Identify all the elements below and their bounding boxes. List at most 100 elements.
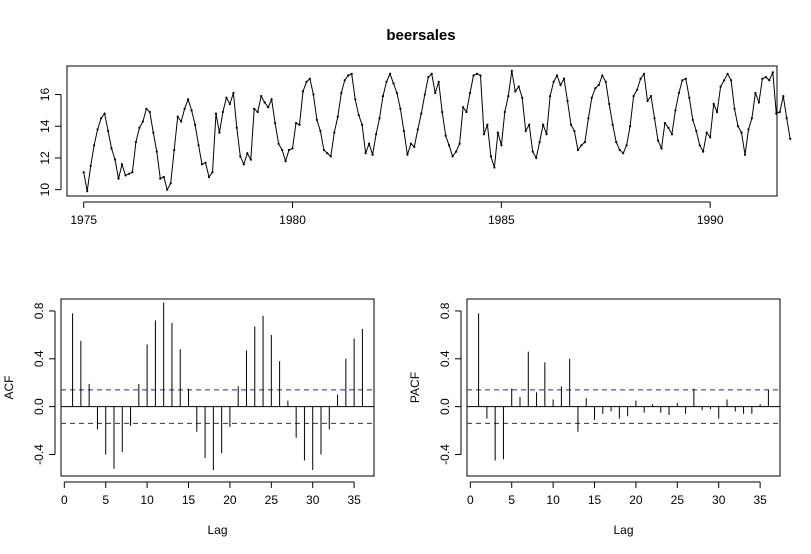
ts-title: beersales [386,27,455,44]
ts-data-point [615,141,618,144]
ts-data-point [465,110,468,114]
ts-data-point [632,95,635,98]
ts-data-point [789,137,792,140]
ts-data-point [500,144,503,147]
ts-data-point [705,131,708,134]
ts-data-point [336,115,339,118]
ts-data-point [618,148,621,152]
ts-data-point [587,117,590,120]
acf-x-tick-label: 25 [265,493,279,507]
ts-data-point [448,144,451,147]
ts-data-point [221,110,224,114]
ts-data-point [726,72,729,75]
acf-x-tick-label: 15 [182,493,196,507]
ts-data-point [110,147,113,150]
acf-y-tick-label: 0.8 [32,302,46,319]
ts-data-point [468,91,472,95]
ts-data-point [263,101,266,104]
ts-data-point [256,110,259,114]
ts-data-point [270,98,273,101]
ts-data-point [343,79,346,82]
ts-data-point [298,123,301,126]
ts-data-point [719,85,722,88]
ts-data-point [430,72,433,75]
ts-data-point [750,117,754,120]
ts-y-tick-label: 16 [38,88,52,102]
ts-data-point [287,148,291,152]
ts-data-point [642,72,646,75]
ts-data-point [180,120,183,123]
ts-data-point [225,96,228,99]
ts-data-point [388,72,392,75]
ts-data-point [538,141,541,144]
ts-x-tick-label: 1975 [70,213,97,227]
ts-data-point [754,91,757,95]
ts-data-point [743,153,747,156]
acf-y-tick-label: -0.4 [32,444,46,465]
ts-data-point [535,156,538,160]
ts-data-point [542,123,545,126]
ts-data-point [698,144,701,147]
ts-data-point [207,175,211,179]
ts-data-point [395,91,398,95]
ts-data-point [176,115,179,118]
ts-data-point [427,76,430,79]
ts-data-point [646,99,649,102]
ts-data-point [482,133,486,136]
ts-data-point [636,88,639,91]
ts-data-point [423,93,426,96]
ts-data-point [378,117,381,120]
ts-data-point [385,80,388,83]
ts-data-point [583,141,587,144]
ts-data-point [573,129,576,133]
ts-data-point [472,74,475,77]
ts-data-point [677,91,681,95]
ts-data-point [141,120,144,123]
ts-data-point [451,155,454,158]
ts-data-point [667,126,670,129]
ts-data-point [736,125,740,128]
ts-data-point [96,128,99,131]
pacf-x-axis-label: Lag [613,523,633,537]
ts-data-point [730,79,733,82]
pacf-x-tick-label: 35 [753,493,767,507]
ts-data-point [350,72,353,75]
ts-data-point [455,150,458,153]
ts-data-point [517,85,520,88]
pacf-x-tick-label: 15 [588,493,602,507]
ts-data-point [514,90,517,93]
ts-data-point [420,112,423,115]
ts-data-point [173,148,176,152]
ts-data-point [100,117,103,120]
ts-plot-frame [66,65,778,197]
ts-data-point [249,158,252,161]
ts-data-point [489,155,492,158]
ts-data-point [549,95,552,98]
ts-data-point [294,122,298,125]
ts-data-point [441,110,444,114]
ts-data-point [214,112,218,115]
ts-data-point [437,80,440,83]
ts-data-point [771,71,774,74]
ts-data-point [576,148,580,152]
ts-x-tick-label: 1980 [279,213,306,227]
ts-data-point [228,102,231,106]
ts-data-point [267,106,270,109]
ts-data-point [775,112,778,115]
ts-data-point [357,114,360,117]
ts-data-point [458,142,461,145]
ts-data-point [768,79,771,82]
pacf-x-tick-label: 20 [629,493,643,507]
ts-data-point [601,74,604,77]
ts-data-point [183,107,186,110]
ts-data-point [660,147,663,150]
ts-x-tick-label: 1985 [488,213,515,227]
ts-data-point [691,118,694,121]
ts-data-point [608,102,611,106]
ts-data-point [375,133,378,136]
ts-data-point [319,129,322,133]
ts-data-point [131,171,134,174]
ts-data-point [496,131,499,134]
pacf-y-tick-label: 0.4 [438,350,452,367]
ts-data-point [778,110,781,114]
